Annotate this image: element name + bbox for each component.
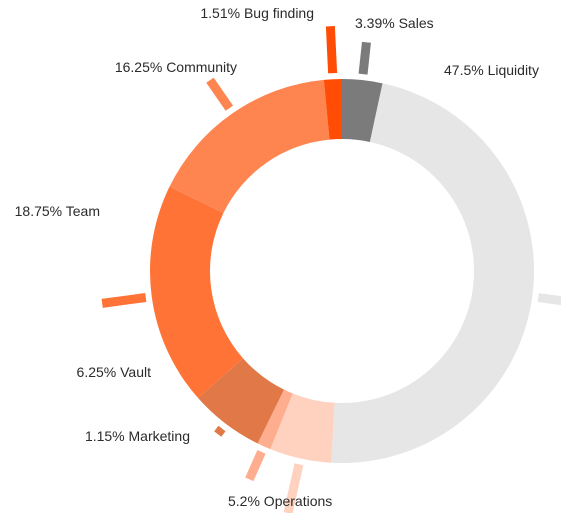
slice-liquidity [331,83,535,463]
slice-sales [342,79,383,142]
labels-layer: 3.39% Sales 47.5% Liquidity 5.2% Operation… [15,5,539,509]
slice-vault [198,358,285,444]
label-sales: 3.39% Sales [355,15,434,31]
label-bug-finding: 1.51% Bug finding [200,5,314,21]
leader-bug-finding [325,26,338,74]
leader-marketing [245,450,266,482]
leader-operations [283,463,304,513]
label-community: 16.25% Community [115,59,237,75]
slice-marketing [257,389,293,450]
slice-operations [270,393,335,463]
slice-community [169,79,330,214]
slices-layer [150,79,535,463]
leader-community [206,77,234,111]
leader-liquidity [537,293,561,306]
slice-team [150,186,244,399]
leader-vault [214,425,226,437]
label-operations: 5.2% Operations [228,493,332,509]
leader-team [101,293,147,308]
label-liquidity: 47.5% Liquidity [444,62,539,78]
label-vault: 6.25% Vault [77,364,152,380]
slice-bug-finding [323,79,342,140]
leaders-layer [101,26,561,513]
leader-sales [358,41,371,75]
label-team: 18.75% Team [15,203,100,219]
label-marketing: 1.15% Marketing [85,428,190,444]
